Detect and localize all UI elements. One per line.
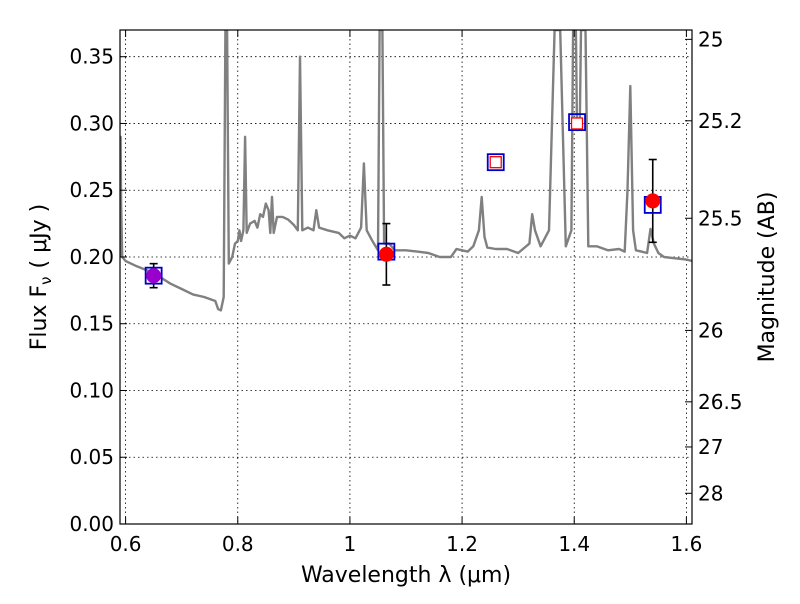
y-left-label-main: Flux F [27, 285, 52, 350]
model-photometry-box [568, 113, 586, 132]
axis-ticks: 0.6 0.8 1 1.2 1.4 1.6 0.00 0.05 0.10 0.15 0.20 0.25… [69, 27, 742, 556]
model-photometry-box [486, 153, 505, 172]
right-tick-label: 28 [698, 481, 723, 505]
model-photometry-box [144, 266, 163, 285]
x-tick-label: 1.4 [558, 532, 590, 556]
right-tick-label: 26 [698, 318, 723, 342]
x-tick-label: 1.6 [670, 532, 702, 556]
x-axis-label: Wavelength λ (μm) [301, 563, 511, 588]
nondetection-marker [570, 117, 584, 130]
x-tick-label: 1.2 [446, 532, 478, 556]
right-tick-label: 25.2 [698, 109, 743, 133]
x-tick-label: 0.8 [222, 532, 254, 556]
y-tick-label: 0.25 [69, 178, 114, 202]
x-tick-label: 0.6 [110, 532, 142, 556]
observed-point [378, 246, 394, 262]
y-tick-label: 0.20 [69, 245, 114, 269]
right-tick-label: 26.5 [698, 390, 743, 414]
y-tick-label: 0.10 [69, 378, 114, 402]
x-tick-label: 1 [344, 532, 357, 556]
right-tick-label: 25.5 [698, 206, 743, 230]
plot-background [120, 30, 692, 524]
y-axis-right-label: Magnitude (AB) [755, 192, 780, 363]
y-tick-label: 0.30 [69, 111, 114, 135]
svg-text:Flux Fν( μJy ): Flux Fν ( μJy ) [27, 204, 55, 350]
y-tick-label: 0.00 [69, 512, 114, 536]
photometry-points [144, 113, 662, 289]
right-tick-label: 25 [698, 27, 723, 51]
spectrum-line [120, 30, 692, 312]
y-tick-label: 0.35 [69, 45, 114, 69]
y-left-label-unit: ( μJy ) [27, 204, 52, 269]
observed-point [645, 193, 661, 209]
nondetection-marker [489, 156, 502, 169]
plot-frame [119, 29, 693, 525]
y-axis-left-label: Flux Fν ( μJy ) [27, 204, 55, 350]
observed-point [146, 268, 162, 284]
model-spectrum [120, 30, 692, 312]
y-tick-label: 0.15 [69, 312, 114, 336]
y-left-label-sub: ν [37, 276, 55, 284]
right-tick-label: 27 [698, 435, 723, 459]
y-tick-label: 0.05 [69, 445, 114, 469]
